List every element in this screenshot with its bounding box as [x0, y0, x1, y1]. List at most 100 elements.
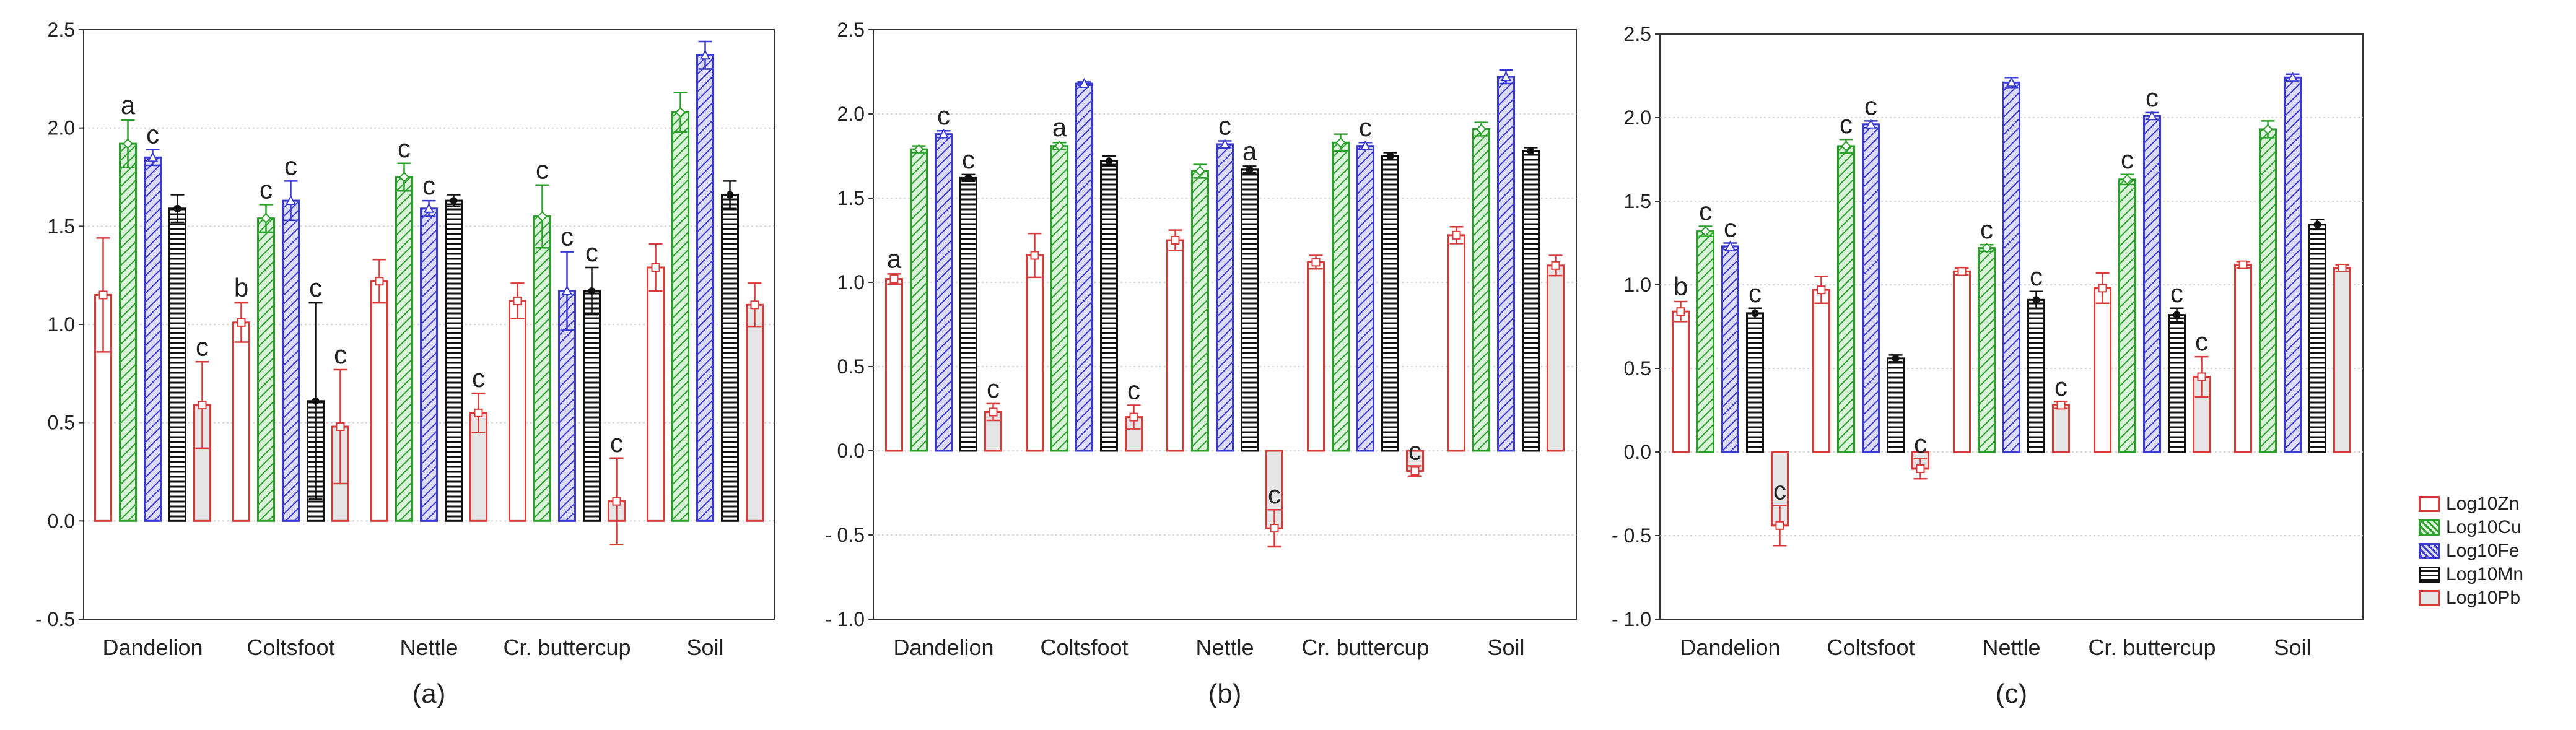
- mean-marker-zn: [1171, 236, 1180, 245]
- bar-fe: [2002, 81, 2020, 453]
- mean-marker-cu: [675, 106, 686, 118]
- bar-cu: [671, 111, 689, 522]
- bar-zn: [1166, 239, 1184, 452]
- bar-mn: [168, 207, 186, 522]
- mean-marker-mn: [1892, 354, 1900, 362]
- mean-marker-fe: [1500, 71, 1512, 82]
- bar-zn: [370, 280, 388, 522]
- significance-label: c: [2030, 262, 2043, 291]
- bar-zn: [509, 300, 526, 522]
- mean-marker-zn: [2238, 260, 2248, 269]
- y-tick-label: 1.5: [1624, 190, 1651, 212]
- mean-marker-fe: [1724, 240, 1736, 251]
- significance-label: c: [1724, 214, 1737, 243]
- significance-label: c: [284, 151, 297, 180]
- y-tick-label: - 1.0: [1612, 608, 1651, 630]
- legend-label-pb: Log10Pb: [2446, 588, 2521, 608]
- mean-marker-mn: [2173, 311, 2181, 319]
- bar-cu: [2259, 128, 2277, 453]
- bar-cu: [1050, 145, 1068, 452]
- significance-label: c: [962, 145, 975, 174]
- legend-item-zn: Log10Zn: [2419, 492, 2567, 516]
- mean-marker-fe: [1078, 77, 1090, 89]
- bar-mn: [2168, 314, 2186, 453]
- panel-label: (a): [413, 679, 446, 709]
- bar-fe: [935, 133, 953, 452]
- x-tick-label: Nettle: [1195, 635, 1254, 660]
- significance-label: c: [1749, 279, 1762, 308]
- mean-marker-zn: [1452, 230, 1461, 240]
- mean-marker-zn: [1311, 258, 1321, 267]
- y-tick-label: 0.5: [48, 412, 75, 434]
- y-tick-label: 0.0: [1624, 441, 1651, 463]
- significance-label: c: [610, 428, 623, 458]
- bar-cu: [257, 217, 275, 522]
- mean-marker-cu: [1476, 124, 1487, 134]
- bar-mn: [2027, 298, 2045, 453]
- mean-marker-mn: [588, 287, 596, 295]
- chart-panel-c: - 1.0- 0.50.00.51.01.52.02.5bccccDandeli…: [1612, 23, 2364, 709]
- legend-label-mn: Log10Mn: [2446, 564, 2524, 584]
- mean-marker-mn: [1246, 165, 1254, 173]
- bar-fe: [420, 207, 438, 522]
- mean-marker-fe: [561, 285, 573, 296]
- significance-label: c: [2195, 327, 2208, 356]
- legend-swatch-cu: [2419, 519, 2440, 536]
- legend-item-fe: Log10Fe: [2419, 539, 2567, 563]
- mean-marker-zn: [98, 290, 108, 300]
- mean-marker-pb: [1129, 412, 1138, 422]
- bar-cu: [1837, 145, 1855, 453]
- bar-pb: [469, 412, 487, 522]
- significance-label: c: [561, 222, 574, 251]
- bar-cu: [910, 148, 928, 452]
- bar-zn: [1447, 234, 1465, 452]
- y-tick-label: 2.5: [1624, 23, 1651, 45]
- bar-zn: [1672, 310, 1690, 453]
- bar-cu: [1472, 128, 1490, 452]
- mean-marker-pb: [612, 497, 621, 506]
- significance-label: c: [1980, 215, 1993, 244]
- bar-pb: [1547, 264, 1565, 452]
- bar-cu: [533, 215, 551, 522]
- significance-label: c: [937, 101, 950, 130]
- mean-marker-fe: [699, 50, 711, 60]
- mean-marker-zn: [1030, 251, 1039, 260]
- mean-marker-cu: [914, 144, 924, 155]
- x-tick-label: Dandelion: [102, 635, 203, 660]
- x-tick-label: Coltsfoot: [247, 635, 334, 660]
- mean-marker-mn: [964, 174, 972, 182]
- x-tick-label: Coltsfoot: [1827, 635, 1915, 660]
- legend-swatch-pb: [2419, 590, 2440, 606]
- bar-fe: [1216, 143, 1234, 452]
- y-tick-label: 1.0: [837, 271, 865, 293]
- significance-label: c: [2146, 83, 2159, 112]
- significance-label: c: [334, 340, 347, 369]
- mean-marker-zn: [651, 263, 660, 272]
- x-tick-label: Coltsfoot: [1040, 635, 1128, 660]
- significance-label: c: [1773, 476, 1786, 505]
- y-tick-label: 2.0: [1624, 106, 1651, 129]
- mean-marker-cu: [1335, 137, 1346, 148]
- mean-marker-pb: [1410, 466, 1420, 476]
- mean-marker-fe: [2287, 72, 2299, 82]
- x-tick-label: Soil: [2274, 635, 2311, 660]
- bar-mn: [583, 290, 601, 522]
- bar-pb: [746, 303, 764, 522]
- mean-marker-mn: [173, 204, 181, 212]
- y-tick-label: 0.5: [1624, 357, 1651, 380]
- y-tick-label: 2.5: [48, 19, 75, 41]
- significance-label: a: [887, 244, 902, 273]
- mean-marker-fe: [1360, 140, 1371, 150]
- mean-marker-fe: [147, 152, 159, 162]
- mean-marker-zn: [2098, 284, 2107, 293]
- mean-marker-mn: [1386, 152, 1394, 160]
- mean-marker-pb: [1270, 524, 1279, 533]
- mean-marker-pb: [2338, 264, 2347, 272]
- significance-label: c: [398, 134, 411, 163]
- legend-swatch-zn: [2419, 496, 2440, 512]
- mean-marker-fe: [1865, 118, 1877, 129]
- significance-label: a: [121, 90, 136, 119]
- chart-legend: Log10Zn Log10Cu Log10Fe Log10Mn Log10Pb: [2419, 492, 2567, 610]
- significance-label: c: [585, 238, 598, 267]
